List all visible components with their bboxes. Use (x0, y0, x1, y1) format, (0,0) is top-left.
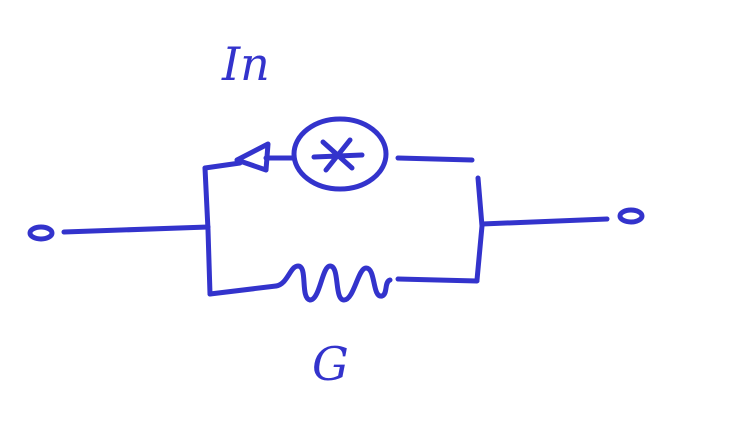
arrowhead-left-icon (234, 141, 271, 173)
bottom-branch-left-wire (207, 283, 279, 297)
conductance-label: G (312, 337, 349, 391)
zigzag-resistor-icon (273, 263, 393, 303)
left-lead-wire (61, 224, 211, 235)
right-lead-wire (479, 216, 610, 227)
bottom-branch-right-wire (395, 276, 480, 284)
right-terminal-icon (617, 207, 645, 225)
current-source-icon (291, 116, 389, 192)
right-rail-wire (474, 175, 485, 283)
left-terminal-icon (27, 224, 55, 242)
source-cross-mark (311, 137, 365, 173)
top-branch-right-wire (395, 155, 475, 163)
current-source-label: In (221, 37, 270, 91)
left-rail-wire (202, 165, 213, 297)
top-branch-left-wire (202, 160, 243, 171)
